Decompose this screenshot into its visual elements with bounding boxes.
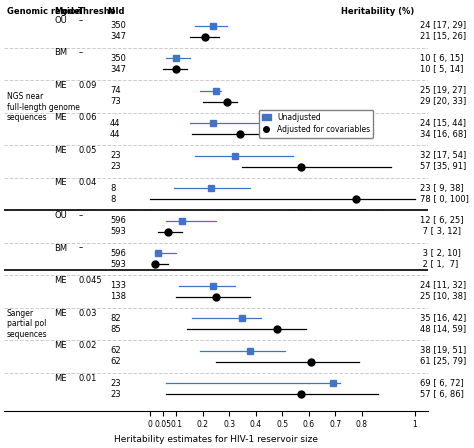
Text: Threshold: Threshold bbox=[78, 7, 126, 16]
Text: 0.09: 0.09 bbox=[78, 81, 97, 90]
Text: ME: ME bbox=[55, 81, 67, 90]
Text: 596: 596 bbox=[110, 249, 126, 258]
Text: 73: 73 bbox=[110, 97, 121, 106]
Text: –: – bbox=[78, 244, 82, 253]
Text: 38 [19, 51]: 38 [19, 51] bbox=[420, 346, 466, 355]
Text: N: N bbox=[108, 7, 114, 16]
Text: 57 [ 6, 86]: 57 [ 6, 86] bbox=[420, 390, 464, 399]
Text: ME: ME bbox=[55, 309, 67, 318]
Text: 347: 347 bbox=[110, 32, 126, 41]
Text: 0.01: 0.01 bbox=[78, 374, 97, 383]
Text: 25 [19, 27]: 25 [19, 27] bbox=[420, 86, 466, 95]
Text: 593: 593 bbox=[110, 227, 126, 236]
Text: 0.045: 0.045 bbox=[78, 276, 102, 285]
Text: 0.03: 0.03 bbox=[78, 309, 97, 318]
Text: BM: BM bbox=[55, 244, 68, 253]
Text: 23: 23 bbox=[110, 390, 121, 399]
Text: 62: 62 bbox=[110, 346, 121, 355]
Text: 133: 133 bbox=[110, 281, 126, 290]
Text: –: – bbox=[78, 211, 82, 220]
Text: 85: 85 bbox=[110, 325, 121, 334]
Text: 350: 350 bbox=[110, 54, 126, 63]
Text: 23: 23 bbox=[110, 379, 121, 388]
Text: 35 [16, 42]: 35 [16, 42] bbox=[420, 314, 466, 323]
Text: 8: 8 bbox=[110, 184, 116, 193]
Text: 25 [10, 38]: 25 [10, 38] bbox=[420, 292, 466, 301]
Text: 23 [ 9, 38]: 23 [ 9, 38] bbox=[420, 184, 464, 193]
Text: 21 [15, 26]: 21 [15, 26] bbox=[420, 32, 466, 41]
Text: Sanger
partial pol
sequences: Sanger partial pol sequences bbox=[7, 309, 47, 339]
Legend: Unadjusted, Adjusted for covariables: Unadjusted, Adjusted for covariables bbox=[259, 110, 373, 138]
Text: 44: 44 bbox=[110, 119, 120, 128]
Text: 0.02: 0.02 bbox=[78, 341, 97, 350]
Text: 29 [20, 33]: 29 [20, 33] bbox=[420, 97, 466, 106]
Text: 44: 44 bbox=[110, 130, 120, 139]
Text: 7 [ 3, 12]: 7 [ 3, 12] bbox=[420, 227, 461, 236]
Text: ME: ME bbox=[55, 113, 67, 122]
Text: NGS near
full-length genome
sequences: NGS near full-length genome sequences bbox=[7, 92, 80, 122]
Text: Genomic region: Genomic region bbox=[7, 7, 82, 16]
Text: 10 [ 5, 14]: 10 [ 5, 14] bbox=[420, 65, 463, 73]
Text: 62: 62 bbox=[110, 358, 121, 366]
Text: 24 [15, 44]: 24 [15, 44] bbox=[420, 119, 466, 128]
Text: 2 [ 1,  7]: 2 [ 1, 7] bbox=[420, 260, 458, 269]
Text: 74: 74 bbox=[110, 86, 121, 95]
Text: Heritability (%): Heritability (%) bbox=[341, 7, 415, 16]
Text: 57 [35, 91]: 57 [35, 91] bbox=[420, 162, 466, 171]
Text: 350: 350 bbox=[110, 22, 126, 30]
Text: 8: 8 bbox=[110, 195, 116, 204]
X-axis label: Heritability estimates for HIV-1 reservoir size: Heritability estimates for HIV-1 reservo… bbox=[114, 435, 318, 444]
Text: 23: 23 bbox=[110, 151, 121, 160]
Text: –: – bbox=[78, 16, 82, 25]
Text: ME: ME bbox=[55, 374, 67, 383]
Text: 82: 82 bbox=[110, 314, 121, 323]
Text: 24 [17, 29]: 24 [17, 29] bbox=[420, 22, 466, 30]
Text: 24 [11, 32]: 24 [11, 32] bbox=[420, 281, 466, 290]
Text: 596: 596 bbox=[110, 216, 126, 225]
Text: 138: 138 bbox=[110, 292, 126, 301]
Text: 78 [ 0, 100]: 78 [ 0, 100] bbox=[420, 195, 469, 204]
Text: 10 [ 6, 15]: 10 [ 6, 15] bbox=[420, 54, 464, 63]
Text: 593: 593 bbox=[110, 260, 126, 269]
Text: 34 [16, 68]: 34 [16, 68] bbox=[420, 130, 466, 139]
Text: OU: OU bbox=[55, 211, 67, 220]
Text: ME: ME bbox=[55, 276, 67, 285]
Text: 23: 23 bbox=[110, 162, 121, 171]
Text: OU: OU bbox=[55, 16, 67, 25]
Text: 32 [17, 54]: 32 [17, 54] bbox=[420, 151, 466, 160]
Text: ME: ME bbox=[55, 146, 67, 155]
Text: 48 [14, 59]: 48 [14, 59] bbox=[420, 325, 466, 334]
Text: 0.04: 0.04 bbox=[78, 178, 97, 187]
Text: 0.06: 0.06 bbox=[78, 113, 97, 122]
Text: 61 [25, 79]: 61 [25, 79] bbox=[420, 358, 466, 366]
Text: 0.05: 0.05 bbox=[78, 146, 97, 155]
Text: 3 [ 2, 10]: 3 [ 2, 10] bbox=[420, 249, 461, 258]
Text: –: – bbox=[78, 48, 82, 57]
Text: ME: ME bbox=[55, 341, 67, 350]
Text: 12 [ 6, 25]: 12 [ 6, 25] bbox=[420, 216, 464, 225]
Text: 69 [ 6, 72]: 69 [ 6, 72] bbox=[420, 379, 464, 388]
Text: BM: BM bbox=[55, 48, 68, 57]
Text: 347: 347 bbox=[110, 65, 126, 73]
Text: Model: Model bbox=[55, 7, 83, 16]
Text: ME: ME bbox=[55, 178, 67, 187]
